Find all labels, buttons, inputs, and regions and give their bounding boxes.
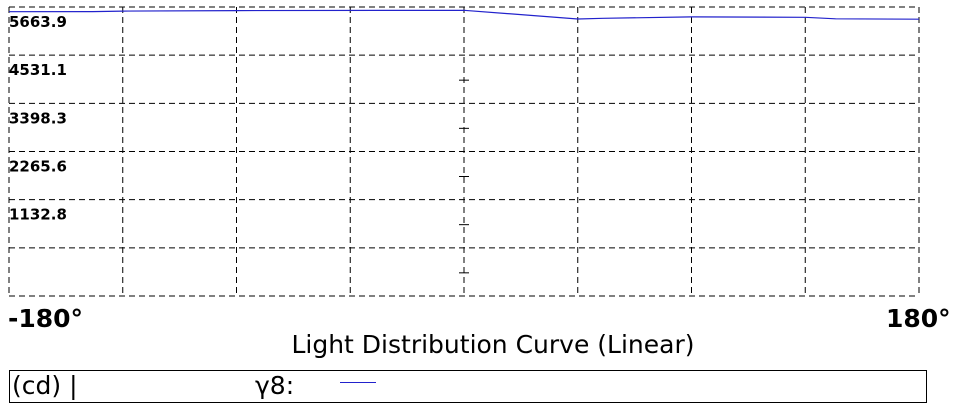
- legend-series-name: γ8:: [255, 371, 295, 400]
- legend: (cd) | γ8:: [9, 370, 927, 403]
- x-axis-max-label: 180°: [886, 304, 951, 333]
- y-tick-label: 5663.9: [9, 13, 67, 31]
- y-tick-label: 2265.6: [9, 158, 67, 176]
- grid: [8, 6, 920, 297]
- y-tick-label: 3398.3: [9, 109, 67, 127]
- legend-series-swatch: [340, 382, 376, 383]
- center-axis-ticks: [459, 79, 469, 274]
- y-tick-label: 4531.1: [9, 61, 67, 79]
- y-tick-labels: 5663.9 4531.1 3398.3 2265.6 1132.8: [9, 13, 67, 224]
- x-axis-min-label: -180°: [8, 304, 84, 333]
- chart-title: Light Distribution Curve (Linear): [291, 330, 695, 359]
- series-line: [8, 9, 920, 20]
- series-lines: [8, 9, 920, 20]
- y-tick-label: 1132.8: [9, 206, 67, 224]
- chart-plot: 5663.9 4531.1 3398.3 2265.6 1132.8: [8, 6, 920, 297]
- legend-unit-label: (cd) |: [12, 371, 78, 400]
